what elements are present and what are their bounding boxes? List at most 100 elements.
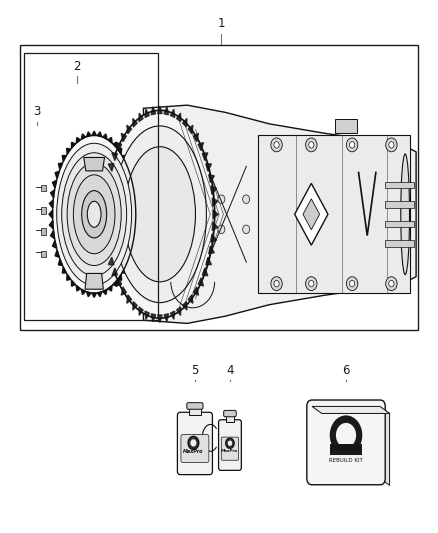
Polygon shape: [102, 222, 107, 231]
Polygon shape: [71, 280, 75, 286]
Polygon shape: [193, 133, 198, 142]
Ellipse shape: [67, 163, 121, 265]
Polygon shape: [198, 142, 204, 151]
Circle shape: [389, 280, 394, 287]
Polygon shape: [212, 198, 218, 206]
Bar: [41, 229, 46, 235]
Polygon shape: [183, 118, 187, 127]
Polygon shape: [312, 406, 390, 414]
FancyBboxPatch shape: [181, 434, 209, 462]
Polygon shape: [127, 295, 131, 303]
Polygon shape: [132, 240, 136, 248]
Polygon shape: [51, 231, 55, 239]
Polygon shape: [84, 157, 105, 171]
Polygon shape: [116, 142, 122, 151]
Polygon shape: [122, 156, 126, 161]
Polygon shape: [121, 133, 127, 142]
Text: MaxPro: MaxPro: [183, 449, 204, 454]
Polygon shape: [188, 125, 193, 134]
Polygon shape: [193, 287, 198, 295]
Ellipse shape: [105, 110, 215, 318]
FancyBboxPatch shape: [187, 403, 203, 409]
Bar: [335, 119, 357, 133]
Polygon shape: [139, 307, 143, 316]
Polygon shape: [97, 132, 102, 136]
Polygon shape: [126, 259, 130, 265]
Polygon shape: [170, 311, 175, 319]
Polygon shape: [213, 210, 218, 219]
Polygon shape: [49, 221, 53, 229]
Circle shape: [271, 138, 282, 152]
Polygon shape: [118, 148, 122, 154]
Polygon shape: [67, 148, 71, 154]
Polygon shape: [76, 286, 80, 291]
Bar: [41, 207, 46, 214]
Circle shape: [350, 280, 355, 287]
Polygon shape: [112, 153, 117, 160]
Polygon shape: [102, 198, 107, 206]
Bar: [385, 201, 414, 208]
Polygon shape: [97, 292, 102, 297]
Polygon shape: [136, 210, 139, 219]
Polygon shape: [92, 293, 96, 297]
Circle shape: [243, 195, 250, 204]
Ellipse shape: [401, 154, 410, 274]
Bar: [330, 444, 362, 455]
Text: 1: 1: [217, 18, 225, 30]
Circle shape: [306, 277, 317, 290]
Polygon shape: [92, 131, 96, 135]
Circle shape: [346, 277, 358, 290]
Polygon shape: [126, 163, 130, 169]
Polygon shape: [108, 257, 114, 265]
Polygon shape: [103, 289, 107, 295]
Polygon shape: [170, 109, 175, 117]
Circle shape: [309, 280, 314, 287]
Ellipse shape: [48, 130, 140, 298]
Polygon shape: [103, 186, 109, 195]
Polygon shape: [133, 118, 137, 127]
Polygon shape: [145, 109, 149, 117]
Ellipse shape: [74, 175, 115, 254]
FancyBboxPatch shape: [307, 400, 385, 485]
Circle shape: [350, 142, 355, 148]
Polygon shape: [158, 315, 162, 322]
Text: 2: 2: [73, 60, 81, 73]
Circle shape: [274, 142, 279, 148]
Circle shape: [386, 277, 397, 290]
Bar: [385, 221, 414, 227]
Polygon shape: [295, 183, 328, 245]
Polygon shape: [177, 113, 181, 122]
Ellipse shape: [87, 201, 101, 227]
Text: 4: 4: [226, 364, 234, 377]
Polygon shape: [106, 175, 111, 182]
Polygon shape: [113, 142, 117, 148]
Polygon shape: [53, 180, 57, 188]
Circle shape: [274, 280, 279, 287]
Text: 5: 5: [191, 364, 198, 377]
Polygon shape: [129, 250, 133, 257]
Polygon shape: [87, 132, 91, 136]
Circle shape: [228, 441, 232, 446]
Polygon shape: [135, 200, 139, 208]
Polygon shape: [143, 105, 416, 324]
Polygon shape: [164, 314, 169, 322]
Polygon shape: [113, 280, 117, 286]
Ellipse shape: [113, 126, 206, 303]
Bar: [385, 240, 414, 247]
Circle shape: [191, 439, 196, 447]
Polygon shape: [129, 171, 133, 179]
Polygon shape: [206, 257, 212, 265]
Text: 3: 3: [34, 106, 41, 118]
Polygon shape: [127, 125, 131, 134]
Circle shape: [218, 195, 225, 204]
Polygon shape: [202, 153, 208, 160]
Bar: [24, 53, 158, 320]
Polygon shape: [151, 107, 155, 115]
Bar: [41, 251, 46, 257]
Polygon shape: [139, 113, 143, 122]
Polygon shape: [49, 200, 53, 208]
Polygon shape: [55, 250, 59, 257]
Polygon shape: [112, 268, 117, 276]
Polygon shape: [108, 286, 112, 291]
Polygon shape: [81, 134, 85, 139]
